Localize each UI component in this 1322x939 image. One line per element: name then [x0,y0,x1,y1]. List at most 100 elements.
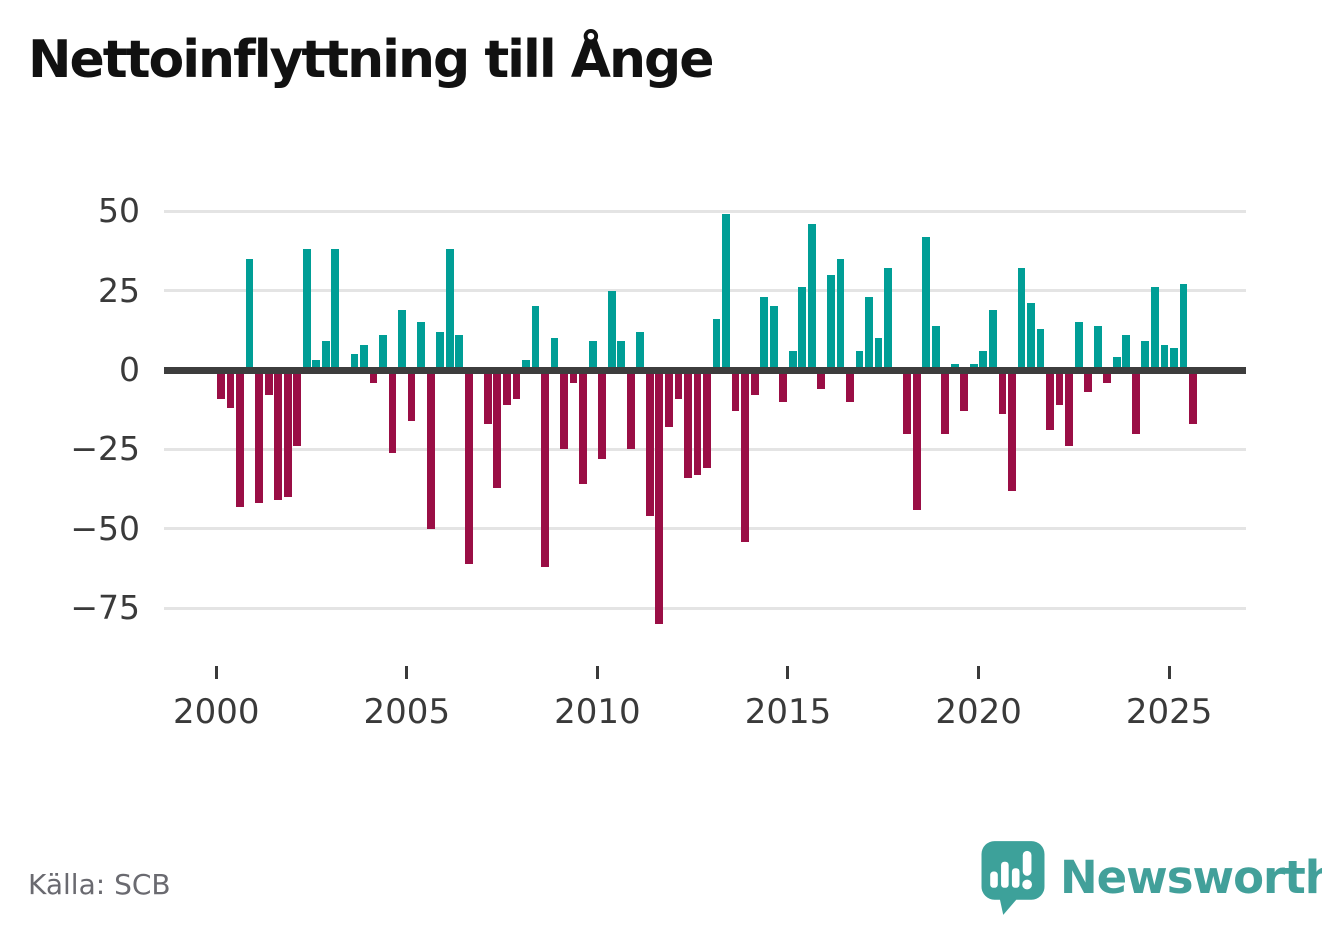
y-axis-label--50: −50 [70,508,140,548]
bar-2019-q1 [941,373,950,434]
bar-2017-q2 [874,338,883,370]
bar-2021-q1 [1017,268,1026,370]
bar-2020-q4 [1008,373,1016,491]
bar-2001-q2 [264,373,273,396]
bar-2020-q1 [979,350,988,370]
bar-2005-q2 [417,322,425,370]
y-axis-label-25: 25 [98,270,140,310]
bar-2014-q3 [769,306,778,370]
bar-2018-q2 [912,373,921,510]
bar-2009-q3 [579,373,587,485]
bar-2005-q3 [426,373,435,529]
newsworthy-bubble-icon [981,841,1045,915]
bar-2021-q4 [1046,373,1054,431]
logo-wordmark: Newsworthy [1060,851,1322,904]
bar-2020-q3 [998,373,1007,415]
bar-2015-q3 [807,223,816,370]
bar-2012-q2 [684,373,692,479]
bar-2009-q1 [560,373,568,450]
bar-2002-q4 [321,341,330,370]
bar-2004-q2 [379,335,387,370]
y-axis-label--25: −25 [70,429,140,469]
x-axis-tick-2015 [786,666,790,679]
x-axis-label-2005: 2005 [363,692,451,732]
y-axis-label-50: 50 [98,191,140,231]
bar-2001-q3 [274,373,283,501]
bar-2010-q4 [626,373,635,450]
bar-2003-q1 [331,249,340,370]
bar-2003-q4 [360,344,368,370]
bar-2001-q4 [283,373,292,498]
gridline--50 [164,527,1246,531]
x-axis-tick-2010 [595,666,599,679]
x-axis-tick-2020 [977,666,981,679]
bar-2017-q3 [884,268,892,370]
bar-2022-q3 [1074,322,1083,370]
bar-2023-q2 [1103,373,1112,383]
x-axis-label-2025: 2025 [1125,692,1213,732]
bar-2006-q1 [445,249,454,370]
zero-axis-line [164,366,1246,374]
bar-2008-q3 [541,373,549,567]
bar-2011-q4 [664,373,673,428]
bar-2012-q4 [703,373,711,469]
bar-2000-q3 [236,373,244,507]
bar-2007-q3 [502,373,511,405]
bar-2005-q1 [407,373,416,421]
bar-2015-q4 [817,373,826,390]
bar-2024-q3 [1150,287,1159,370]
bar-2003-q3 [350,354,359,370]
bar-2014-q4 [779,373,788,402]
bar-2006-q3 [464,373,473,564]
bar-2015-q1 [788,350,797,370]
bar-2004-q3 [388,373,397,453]
bar-2025-q2 [1179,284,1188,370]
x-axis-tick-2005 [405,666,409,679]
bar-2016-q4 [855,350,864,370]
bar-2010-q1 [598,373,607,459]
bar-2025-q3 [1189,373,1197,424]
bar-2024-q1 [1131,373,1140,434]
gridline--75 [164,606,1246,610]
bar-2016-q1 [826,274,835,370]
x-axis-label-2015: 2015 [744,692,832,732]
gridline-50 [164,209,1246,213]
bar-2011-q3 [655,373,664,625]
bar-2022-q4 [1084,373,1093,393]
bar-2008-q1 [522,360,530,370]
bar-2012-q1 [674,373,683,399]
x-axis-tick-2000 [214,666,218,679]
bar-2012-q3 [693,373,702,475]
bar-2007-q2 [493,373,502,488]
x-axis-label-2020: 2020 [935,692,1022,732]
bar-2004-q4 [398,309,406,370]
bar-2023-q1 [1093,325,1102,370]
bar-2007-q1 [483,373,492,424]
bar-2008-q4 [550,338,559,370]
bar-2023-q4 [1122,335,1131,370]
bar-2011-q2 [645,373,654,517]
bar-2006-q2 [455,335,464,370]
bar-2023-q3 [1112,357,1121,370]
bar-2020-q2 [988,309,997,370]
bar-2000-q4 [245,258,254,370]
bar-2002-q3 [312,360,321,370]
bar-2009-q2 [569,373,578,383]
bar-2009-q4 [588,341,597,370]
bar-2013-q3 [731,373,740,412]
x-axis-label-2000: 2000 [172,692,260,732]
bar-2010-q3 [617,341,626,370]
bar-2018-q4 [931,325,940,370]
bar-2019-q3 [960,373,969,412]
bar-2024-q2 [1141,341,1150,370]
bar-2007-q4 [512,373,521,399]
gridline-25 [164,289,1246,293]
newsworthy-logo: Newsworthy [980,840,1322,916]
bar-2002-q2 [302,249,311,370]
bar-2014-q2 [760,296,769,370]
bar-2021-q3 [1036,328,1045,370]
bar-2000-q2 [226,373,235,409]
bar-2022-q2 [1065,373,1073,447]
